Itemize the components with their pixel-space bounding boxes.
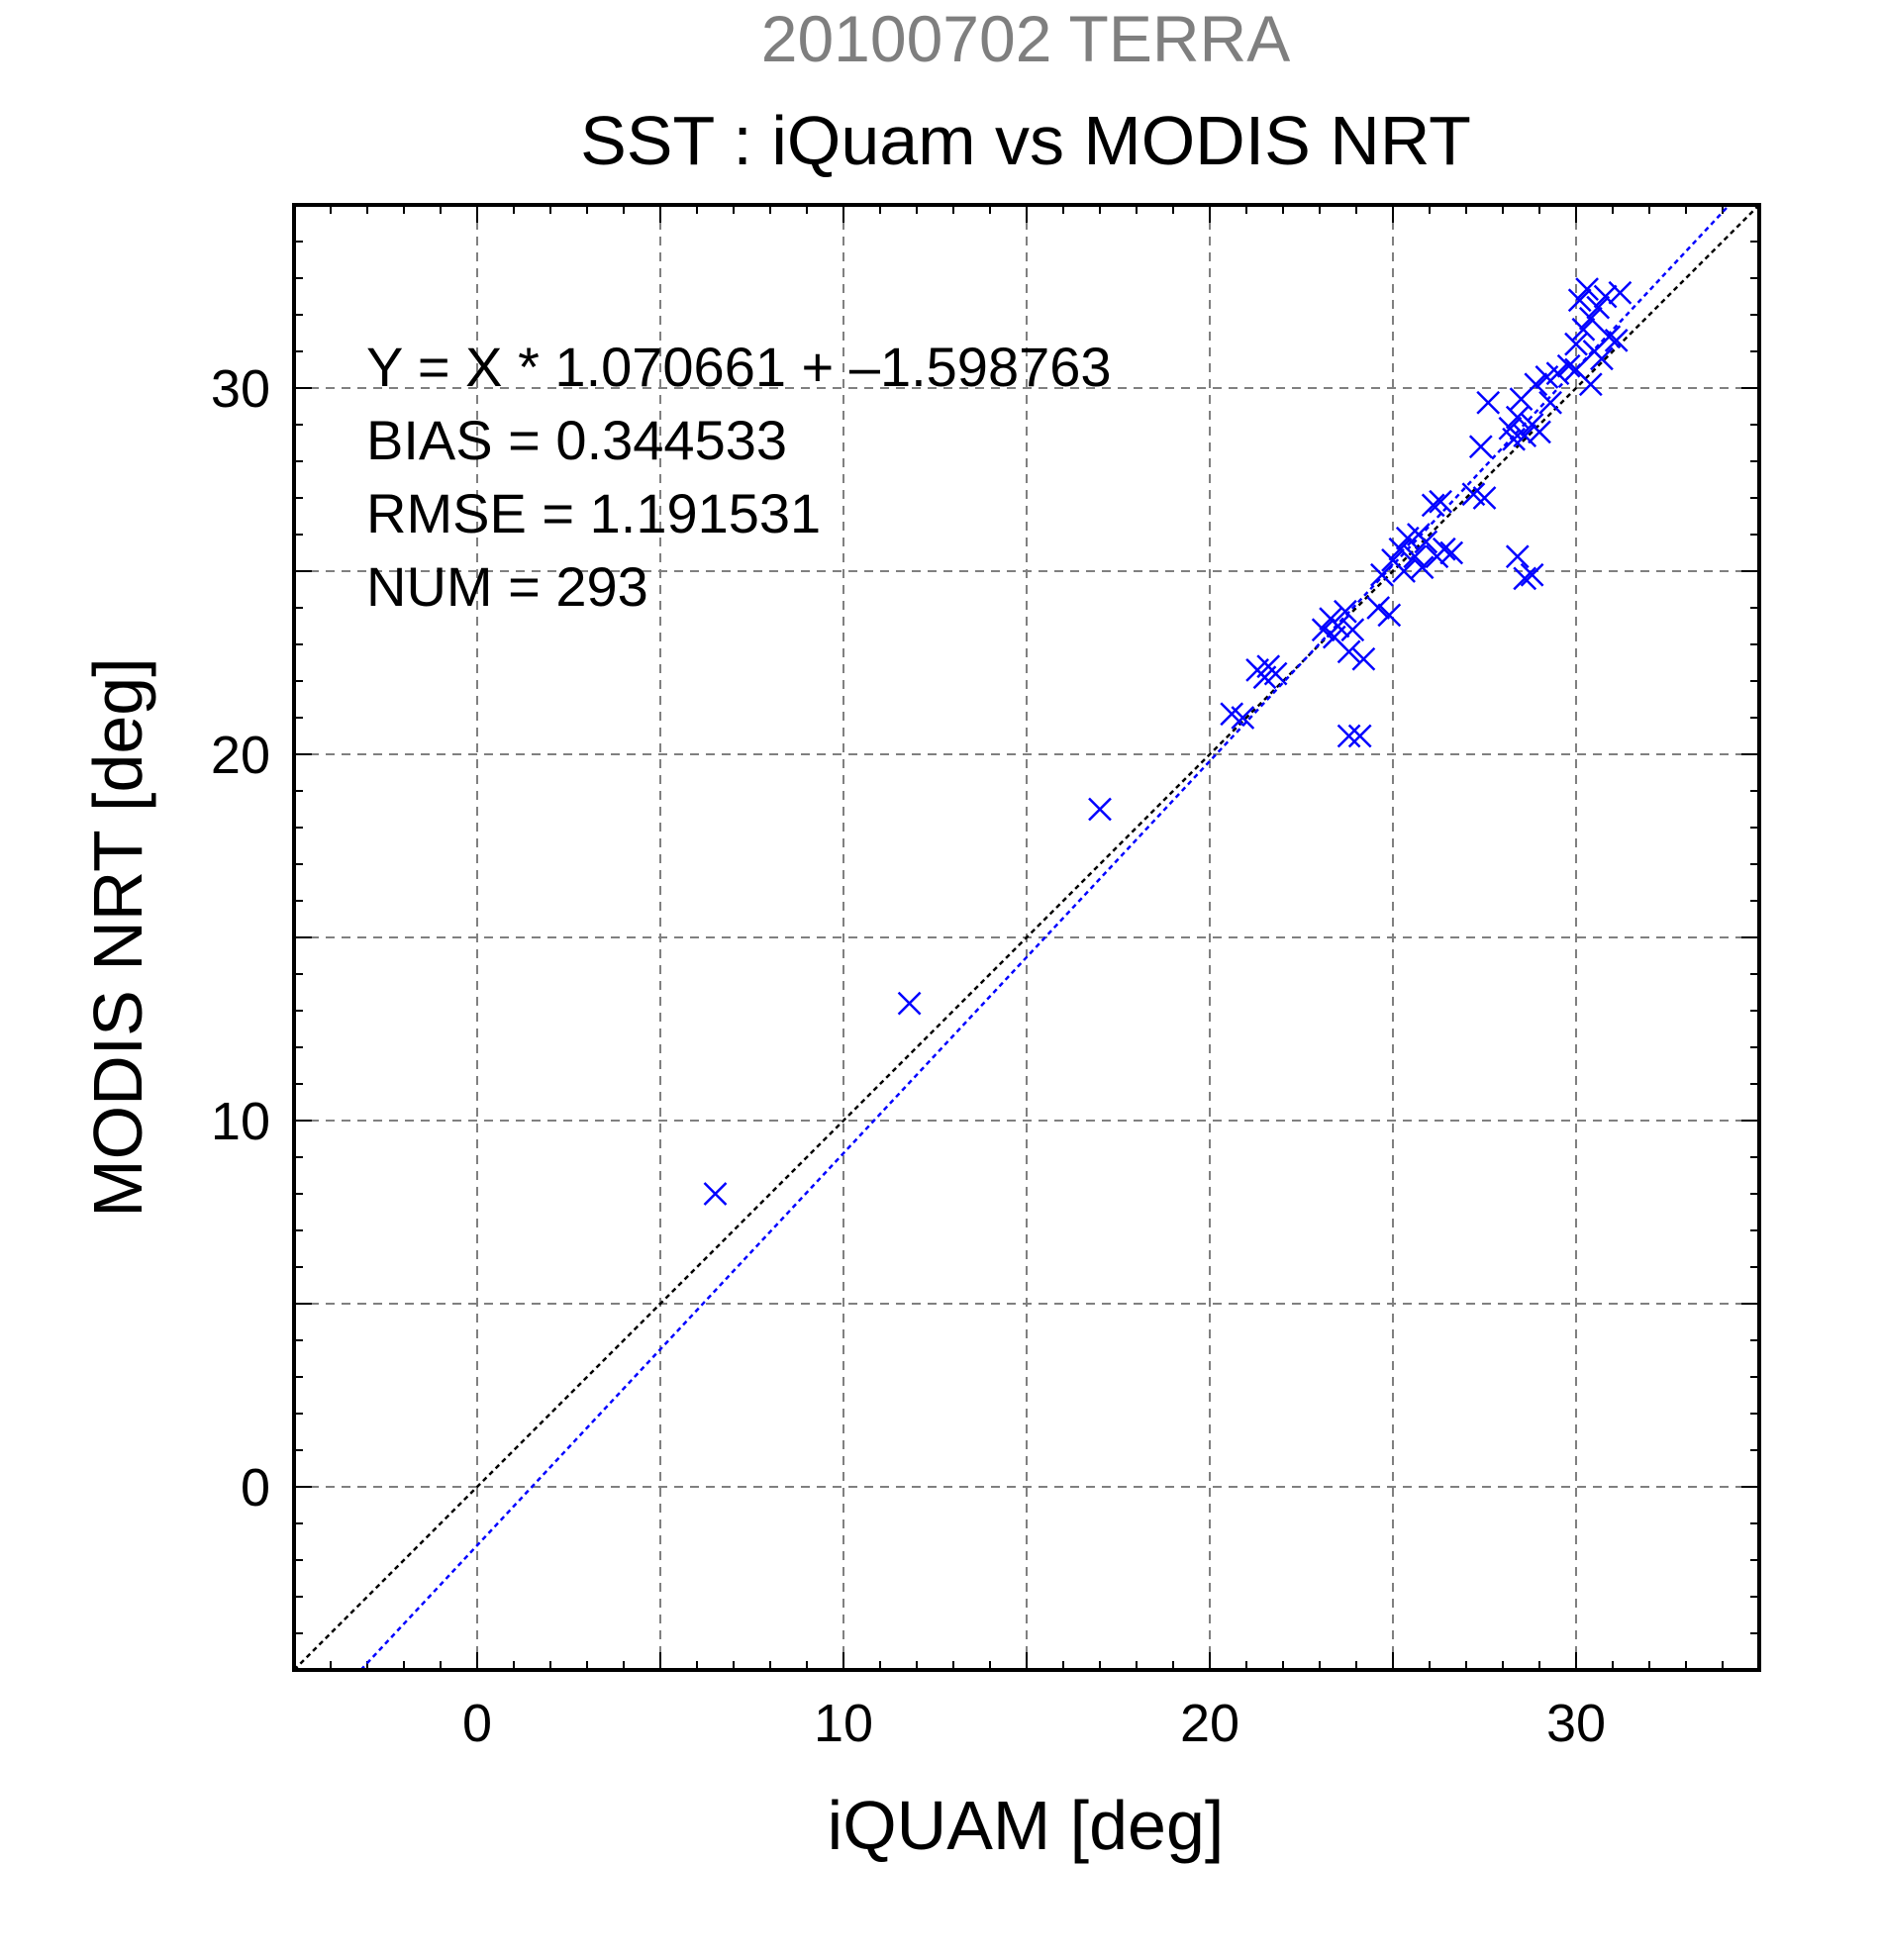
data-point xyxy=(1410,555,1435,580)
data-point xyxy=(1421,493,1445,518)
data-point xyxy=(1366,596,1391,620)
data-point xyxy=(1340,618,1365,642)
data-point xyxy=(1590,346,1614,371)
stats-annotation: Y = X * 1.070661 + –1.598763 BIAS = 0.34… xyxy=(366,336,1112,618)
chart-title: SST : iQuam vs MODIS NRT xyxy=(580,102,1471,179)
data-point xyxy=(1556,353,1581,378)
data-point xyxy=(1407,523,1431,546)
data-point xyxy=(1432,537,1456,561)
plot-frame xyxy=(292,203,1761,1672)
data-point xyxy=(1377,603,1402,628)
data-point xyxy=(1524,372,1548,397)
data-point xyxy=(1403,544,1428,569)
data-point xyxy=(1567,288,1592,313)
reference-line xyxy=(293,204,1760,1671)
data-point xyxy=(1578,306,1603,331)
data-point xyxy=(1505,405,1530,430)
y-tick-label: 0 xyxy=(241,1458,270,1518)
data-point xyxy=(1608,280,1633,305)
data-point xyxy=(703,1182,728,1206)
stats-num: NUM = 293 xyxy=(366,555,648,618)
x-tick-label: 10 xyxy=(814,1694,873,1753)
data-point xyxy=(1388,537,1413,561)
data-point xyxy=(1604,329,1629,352)
y-tick-label: 30 xyxy=(211,359,270,419)
stats-rmse: RMSE = 1.191531 xyxy=(366,482,821,544)
data-point xyxy=(1336,639,1361,664)
data-point xyxy=(1586,295,1611,320)
data-point xyxy=(1538,390,1562,415)
regression-lines xyxy=(293,204,1760,1671)
data-point xyxy=(1545,361,1570,386)
data-point xyxy=(1472,486,1497,510)
data-point xyxy=(1429,489,1452,514)
x-tick-label: 20 xyxy=(1180,1694,1239,1753)
data-point xyxy=(1351,646,1376,671)
y-axis-label: MODIS NRT [deg] xyxy=(79,657,156,1217)
grid-lines xyxy=(294,205,1759,1670)
data-point xyxy=(1575,277,1599,301)
data-point xyxy=(1334,599,1357,624)
data-point xyxy=(1597,325,1622,349)
fit-line xyxy=(359,204,1731,1671)
stats-bias: BIAS = 0.344533 xyxy=(366,409,787,471)
x-tick-label: 30 xyxy=(1546,1694,1606,1753)
data-point xyxy=(1476,390,1501,415)
data-point xyxy=(1502,427,1526,451)
data-point xyxy=(1256,654,1281,679)
data-point xyxy=(1505,544,1530,569)
data-point xyxy=(1347,724,1372,748)
data-point xyxy=(1564,332,1588,356)
tick-labels: 0 10 20 30 0 10 20 30 xyxy=(211,359,1606,1753)
data-point xyxy=(1088,797,1112,822)
data-point xyxy=(1439,540,1464,565)
data-point xyxy=(1231,706,1255,730)
data-point xyxy=(1370,562,1394,587)
data-point xyxy=(1392,559,1416,583)
data-point xyxy=(1513,566,1537,591)
data-point xyxy=(1528,420,1551,444)
data-point xyxy=(1593,284,1618,309)
data-point xyxy=(1311,618,1336,642)
data-point xyxy=(1520,562,1544,587)
data-point xyxy=(1564,357,1588,382)
data-point xyxy=(1336,724,1361,748)
data-point xyxy=(897,991,922,1016)
data-points xyxy=(703,277,1633,1206)
x-axis-label: iQUAM [deg] xyxy=(828,1787,1225,1864)
chart-supertitle: 20100702 TERRA xyxy=(761,2,1290,75)
y-tick-label: 10 xyxy=(211,1092,270,1151)
x-tick-label: 0 xyxy=(462,1694,492,1753)
data-point xyxy=(1468,435,1493,459)
y-tick-label: 20 xyxy=(211,726,270,785)
data-point xyxy=(1571,317,1596,342)
stats-equation: Y = X * 1.070661 + –1.598763 xyxy=(366,336,1112,398)
